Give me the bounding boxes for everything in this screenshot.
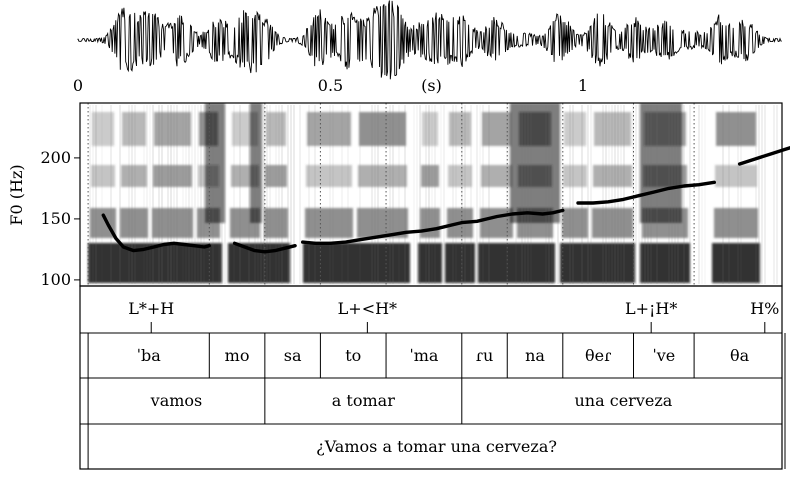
time-axis: 0 0.5 1 (s) xyxy=(73,76,588,95)
f0-segment xyxy=(232,241,297,254)
sentence-tier: ¿Vamos a tomar una cerveza? xyxy=(87,424,786,469)
f0-axis-label: F0 (Hz) xyxy=(7,164,26,225)
word-label: vamos xyxy=(150,391,203,410)
time-tick-label: 0 xyxy=(73,76,83,95)
syllable-label: mo xyxy=(225,346,250,365)
tone-label-mid: L+<H* xyxy=(338,299,397,318)
syllable-label: θa xyxy=(730,346,750,365)
time-tick-label: 0.5 xyxy=(318,76,343,95)
time-tick-label: 1 xyxy=(578,76,588,95)
f0-contour xyxy=(101,145,790,254)
f0-tick-label: 200 xyxy=(40,148,71,167)
time-unit-label: (s) xyxy=(421,76,442,95)
syllable-label: ˈma xyxy=(409,346,439,365)
tone-label: L*+H xyxy=(128,299,174,318)
syllable-tier: ˈba mo sa to ˈma ɾu na θeɾ ˈve θa xyxy=(87,333,786,378)
waveform xyxy=(77,0,782,80)
syllable-label: ˈba xyxy=(137,346,162,365)
spectrogram xyxy=(80,103,782,286)
word-label: a tomar xyxy=(332,391,395,410)
f0-segment xyxy=(101,213,212,253)
sentence-label: ¿Vamos a tomar una cerveza? xyxy=(316,437,557,456)
word-label: una cerveza xyxy=(575,391,673,410)
syllable-label: ˈve xyxy=(652,346,675,365)
tone-label: H% xyxy=(750,299,779,318)
tone-label: L+¡H* xyxy=(625,299,677,318)
syllable-label: sa xyxy=(284,346,302,365)
f0-axis: F0 (Hz) 100 150 200 xyxy=(7,148,80,289)
tone-tier: L*+H L+¡H* H% L+<H* xyxy=(128,299,779,333)
syllable-label: ɾu xyxy=(476,346,494,365)
syllable-label: na xyxy=(525,346,545,365)
f0-segment xyxy=(301,208,565,246)
f0-tick-label: 150 xyxy=(40,209,71,228)
annotation-tiers xyxy=(79,285,783,470)
f0-tick-label: 100 xyxy=(40,270,71,289)
word-tier: vamos a tomar una cerveza xyxy=(87,378,786,424)
syllable-label: to xyxy=(345,346,361,365)
f0-segment xyxy=(737,145,790,166)
f0-segment xyxy=(576,180,716,205)
syllable-label: θeɾ xyxy=(585,346,611,365)
